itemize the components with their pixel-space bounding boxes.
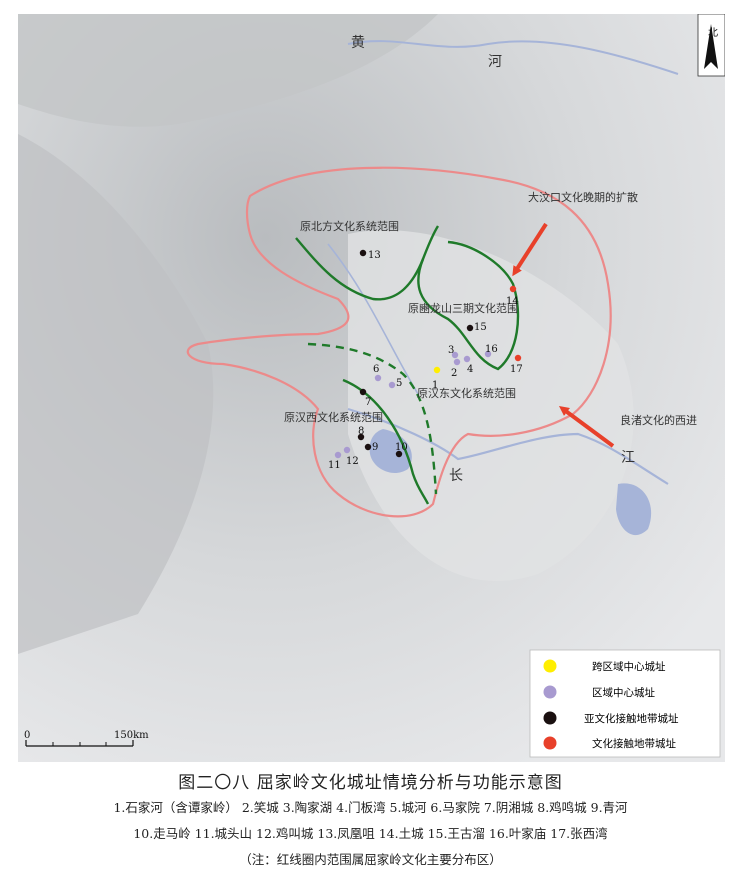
site-label-12: 12 xyxy=(346,456,359,467)
culture-boundary xyxy=(186,166,612,518)
label-dawenkou-arrow: 大汶口文化晚期的扩散 xyxy=(528,190,638,204)
label-chang: 长 xyxy=(449,468,463,484)
legend-label-regional: 区域中心城址 xyxy=(592,686,655,699)
site-marker-4 xyxy=(463,355,471,363)
legend-label-sub-contact: 亚文化接触地带城址 xyxy=(584,712,679,725)
longshan-culture-line xyxy=(417,240,520,371)
site-label-8: 8 xyxy=(358,426,364,437)
label-longshan-region: 原豳龙山三期文化范围 xyxy=(408,301,518,315)
scale-start-label: 0 xyxy=(24,730,30,741)
dawenkou-arrow xyxy=(512,222,548,277)
site-label-15: 15 xyxy=(474,322,487,333)
west-culture-line xyxy=(342,378,430,505)
figure-title: 图二〇八 屈家岭文化城址情境分析与功能示意图 xyxy=(178,773,563,793)
site-marker-12 xyxy=(343,446,351,454)
north-label: 北 xyxy=(708,27,718,39)
site-label-4: 4 xyxy=(467,364,473,375)
site-marker-2 xyxy=(453,358,461,366)
legend-marker-regional xyxy=(543,685,557,699)
yellow-river xyxy=(347,40,679,75)
label-he: 河 xyxy=(488,54,502,70)
site-label-2: 2 xyxy=(451,368,457,379)
label-west-region: 原汉西文化系统范围 xyxy=(284,410,383,424)
figure-note: （注：红线圈内范围属屈家岭文化主要分布区） xyxy=(239,852,502,867)
site-label-16: 16 xyxy=(485,344,498,355)
label-liangzhu-arrow: 良渚文化的西进 xyxy=(620,413,697,427)
site-marker-15 xyxy=(466,324,474,332)
site-list-line-1: 1.石家河（含谭家岭） 2.笑城 3.陶家湖 4.门板湾 5.城河 6.马家院 … xyxy=(113,800,628,815)
site-marker-9 xyxy=(364,443,372,451)
legend-marker-contact xyxy=(543,736,557,750)
site-marker-14 xyxy=(509,285,517,293)
site-label-1: 1 xyxy=(432,380,438,391)
north-arrow-icon xyxy=(704,24,718,69)
yangtze-river xyxy=(347,407,669,485)
site-label-14: 14 xyxy=(506,296,519,307)
mountain-shading-north xyxy=(18,14,438,127)
legend: 跨区域中心城址 区域中心城址 亚文化接触地带城址 文化接触地带城址 xyxy=(529,649,721,758)
label-east-region: 原汉东文化系统范围 xyxy=(417,386,516,400)
scale-end-label: 150km xyxy=(114,730,149,741)
site-marker-17 xyxy=(514,354,522,362)
site-label-9: 9 xyxy=(372,442,378,453)
site-label-17: 17 xyxy=(510,364,523,375)
site-label-10: 10 xyxy=(395,442,408,453)
site-label-11: 11 xyxy=(328,460,341,471)
scale-bar: 0 150km xyxy=(24,730,149,747)
legend-label-contact: 文化接触地带城址 xyxy=(592,737,676,750)
site-label-5: 5 xyxy=(396,378,402,389)
map: 黄 河 长 江 原北方文化系统范围 原豳龙山三期文化范围 原汉东文化系统范围 原… xyxy=(18,14,725,762)
site-label-7: 7 xyxy=(365,397,371,408)
label-north-region: 原北方文化系统范围 xyxy=(300,219,399,233)
site-marker-16 xyxy=(484,350,492,358)
label-huang: 黄 xyxy=(351,34,365,51)
site-marker-8 xyxy=(357,433,365,441)
liangzhu-arrow xyxy=(558,406,615,448)
legend-label-cross-regional: 跨区域中心城址 xyxy=(592,660,666,673)
plain-area xyxy=(348,230,634,582)
site-label-3: 3 xyxy=(448,345,454,356)
legend-marker-cross-regional xyxy=(543,659,557,673)
label-jiang: 江 xyxy=(621,450,635,466)
site-marker-5 xyxy=(388,381,396,389)
site-list-line-2: 10.走马岭 11.城头山 12.鸡叫城 13.凤凰咀 14.土城 15.王古溜… xyxy=(133,826,608,841)
north-culture-line xyxy=(295,225,440,301)
site-marker-11 xyxy=(334,451,342,459)
site-marker-13 xyxy=(359,249,367,257)
site-marker-1 xyxy=(433,366,441,374)
north-arrow: 北 xyxy=(697,14,725,77)
site-label-13: 13 xyxy=(368,250,381,261)
lake-poyang xyxy=(616,483,652,536)
site-marker-10 xyxy=(395,450,403,458)
site-marker-7 xyxy=(359,388,367,396)
legend-marker-sub-contact xyxy=(543,711,557,725)
site-label-6: 6 xyxy=(373,364,379,375)
mountain-shading-west xyxy=(18,134,214,654)
han-river xyxy=(327,243,419,395)
west-culture-dashed-line xyxy=(307,342,438,495)
site-marker-3 xyxy=(451,351,459,359)
site-marker-6 xyxy=(374,374,382,382)
